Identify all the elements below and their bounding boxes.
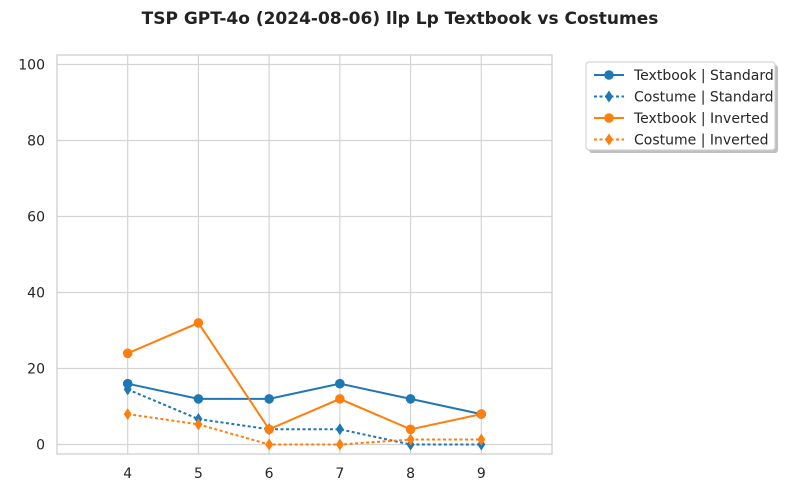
data-point (264, 424, 274, 435)
x-tick-label: 5 (194, 466, 203, 482)
data-point (476, 409, 487, 419)
data-point (335, 378, 345, 389)
data-point (122, 348, 133, 359)
series-line (127, 413, 482, 446)
legend-marker (605, 90, 613, 103)
legend-entry: Costume | Standard (594, 90, 774, 106)
y-tick-labels: 0 20 40 60 80 100 (18, 58, 45, 454)
data-point (264, 394, 274, 404)
legend-label: Textbook | Standard (633, 68, 774, 84)
series-4 (123, 408, 486, 451)
series-group (122, 318, 487, 451)
y-tick-label: 20 (27, 362, 45, 378)
y-tick-label: 60 (27, 210, 45, 226)
legend-box (585, 61, 776, 151)
data-point (194, 418, 203, 431)
legend: Textbook | Standard Costume | Standard Tex… (585, 61, 778, 153)
legend-label: Textbook | Inverted (633, 111, 769, 127)
series-line (127, 321, 482, 431)
y-tick-label: 100 (18, 58, 45, 74)
chart-title: TSP GPT-4o (2024-08-06) llp Lp Textbook … (142, 9, 659, 29)
series-line (127, 388, 482, 446)
legend-marker (604, 70, 614, 80)
plot-frame (56, 54, 553, 455)
y-tick-label: 80 (27, 134, 45, 150)
x-tick-label: 7 (335, 466, 344, 482)
x-tick-label: 4 (123, 466, 132, 482)
legend-entry: Textbook | Inverted (594, 111, 769, 127)
data-point (406, 433, 415, 446)
y-tick-label: 40 (27, 286, 45, 302)
data-point (405, 424, 416, 435)
data-point (335, 423, 344, 436)
legend-entry: Costume | Inverted (594, 133, 769, 149)
grid-lines (57, 55, 552, 454)
data-point (265, 438, 274, 451)
legend-entry: Textbook | Standard (594, 68, 774, 84)
data-point (405, 394, 416, 404)
data-point (123, 408, 132, 421)
data-point (193, 394, 204, 404)
series-3 (122, 318, 487, 435)
legend-marker (604, 113, 614, 123)
series-line (127, 382, 482, 416)
y-tick-label: 0 (36, 438, 45, 454)
data-point (477, 433, 486, 446)
data-point (335, 394, 345, 404)
data-point (335, 438, 344, 451)
legend-label: Costume | Inverted (634, 133, 769, 149)
legend-marker (605, 133, 613, 146)
plot-area (57, 55, 552, 454)
x-tick-labels: 4 5 6 7 8 9 (123, 466, 485, 482)
x-tick-label: 8 (406, 466, 415, 482)
data-point (123, 383, 132, 396)
data-point (193, 318, 204, 328)
x-tick-label: 6 (265, 466, 274, 482)
x-tick-label: 9 (477, 466, 486, 482)
legend-label: Costume | Standard (634, 90, 774, 106)
